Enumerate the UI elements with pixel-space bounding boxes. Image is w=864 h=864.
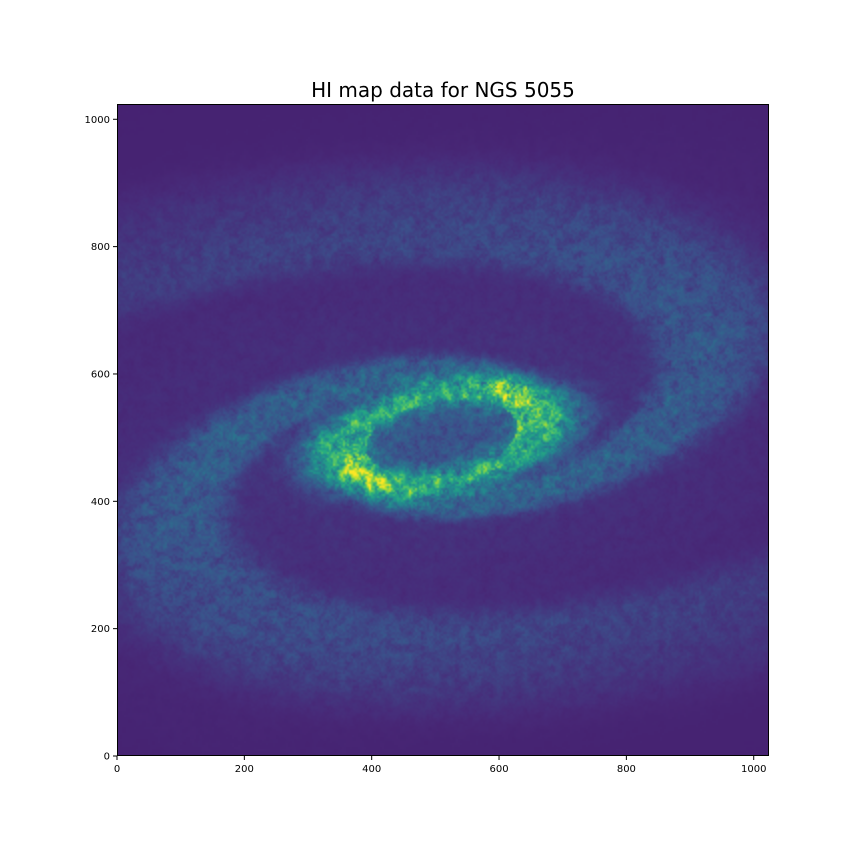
y-tick-label: 200	[91, 624, 110, 635]
x-tick-label: 600	[489, 764, 508, 775]
y-tick-label: 800	[91, 242, 110, 253]
y-tick-label: 1000	[85, 115, 110, 126]
y-tick-label: 400	[91, 497, 110, 508]
y-tick-label: 600	[91, 369, 110, 380]
chart-title: HI map data for NGS 5055	[311, 78, 575, 102]
x-tick-label: 200	[235, 764, 254, 775]
x-tick-label: 0	[114, 764, 120, 775]
y-tick-label: 0	[104, 752, 110, 763]
x-tick-label: 1000	[741, 764, 766, 775]
heatmap-image	[117, 104, 769, 756]
x-tick-label: 800	[617, 764, 636, 775]
x-tick-label: 400	[362, 764, 381, 775]
heatmap-canvas	[117, 104, 769, 756]
